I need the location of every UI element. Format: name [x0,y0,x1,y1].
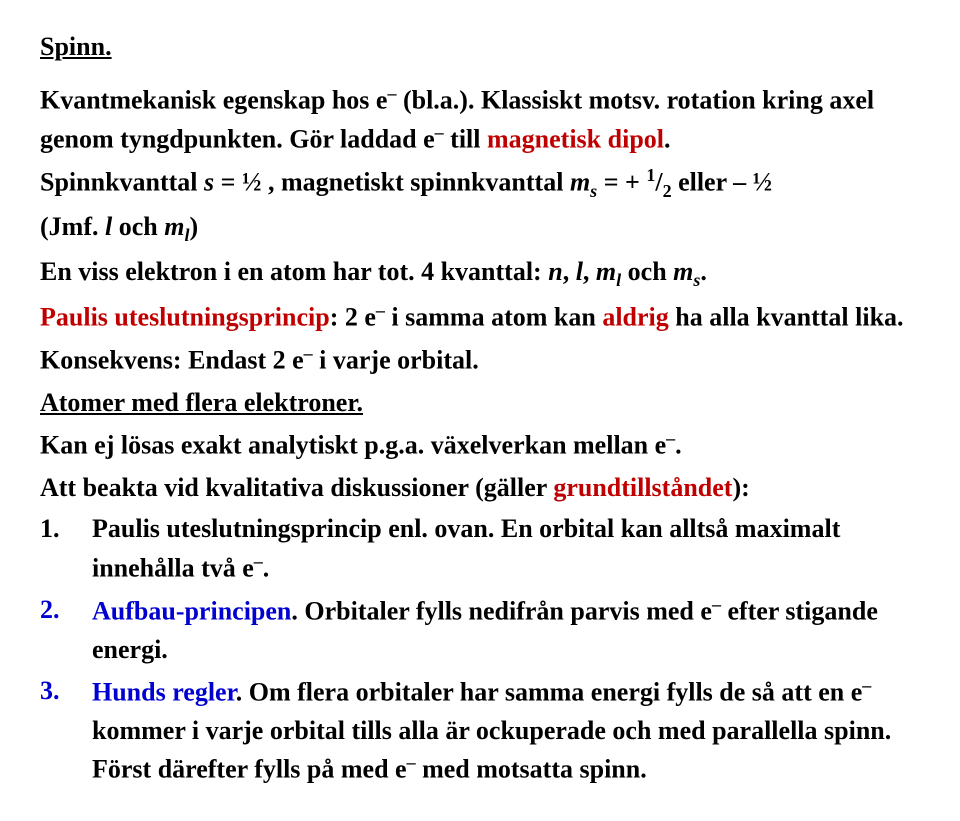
var-l: l [576,257,583,286]
paragraph-jmf: (Jmf. l och ml) [40,208,920,248]
superscript-minus: – [435,122,444,142]
numerator: 1 [646,165,655,185]
var-n: n [548,257,562,286]
text: = + [597,168,646,197]
term-pauli: Paulis uteslutningsprincip [40,303,330,332]
text: . [664,125,671,154]
paragraph-pauli: Paulis uteslutningsprincip: 2 e– i samma… [40,297,920,336]
var-m: m [570,168,590,197]
var-m: m [164,212,184,241]
paragraph-beakta: Att beakta vid kvalitativa diskussioner … [40,469,920,507]
text: eller – ½ [672,168,773,197]
paragraph-analytiskt: Kan ej lösas exakt analytiskt p.g.a. väx… [40,425,920,464]
text: Kan ej lösas exakt analytiskt p.g.a. väx… [40,431,666,460]
superscript-minus: – [712,594,721,614]
superscript-minus: – [304,343,313,363]
text: . Om flera orbitaler har samma energi fy… [236,678,863,707]
text: och [621,257,673,286]
superscript-minus: – [862,675,871,695]
text: ha alla kvanttal lika. [669,303,904,332]
term-aldrig: aldrig [602,303,668,332]
slash: / [655,168,662,197]
text: . [263,554,270,583]
superscript-minus: – [376,300,385,320]
list-number: 2. [40,591,92,668]
text: och [112,212,164,241]
text: i samma atom kan [385,303,602,332]
list-body: Aufbau-principen. Orbitaler fylls nedifr… [92,591,920,668]
list-item: 2. Aufbau-principen. Orbitaler fylls ned… [40,591,920,668]
text: . [675,431,682,460]
text: , [563,257,576,286]
text: En viss elektron i en atom har tot. 4 kv… [40,257,548,286]
text: : 2 e [330,303,376,332]
term-aufbau: Aufbau-principen [92,597,291,626]
text: . Orbitaler fylls nedifrån parvis med e [291,597,712,626]
text: med motsatta spinn. [416,755,647,784]
list-body: Paulis uteslutningsprincip enl. ovan. En… [92,510,920,587]
superscript-minus: – [407,752,416,772]
text: , [583,257,596,286]
paragraph-spinnkvanttal: Spinnkvanttal s = ½ , magnetiskt spinnkv… [40,162,920,204]
subsection-title: Atomer med flera elektroner. [40,384,920,422]
paragraph-konsekvens: Konsekvens: Endast 2 e– i varje orbital. [40,340,920,379]
text: till [444,125,487,154]
section-title: Spinn. [40,28,920,66]
text: Att beakta vid kvalitativa diskussioner … [40,473,553,502]
text: . [700,257,707,286]
text: ) [189,212,198,241]
text: Kvantmekanisk egenskap hos e [40,85,387,114]
paragraph-kvanttal: En viss elektron i en atom har tot. 4 kv… [40,253,920,293]
term-magnetisk-dipol: magnetisk dipol [487,125,664,154]
ordered-list: 1. Paulis uteslutningsprincip enl. ovan.… [40,510,920,788]
paragraph-intro: Kvantmekanisk egenskap hos e– (bl.a.). K… [40,80,920,159]
var-m: m [673,257,693,286]
text: = ½ , magnetiskt spinnkvanttal [214,168,570,197]
superscript-minus: – [254,551,263,571]
text: Paulis uteslutningsprincip enl. ovan. En… [92,514,840,582]
superscript-minus: – [666,428,675,448]
list-number: 1. [40,510,92,587]
text: i varje orbital. [313,346,479,375]
text: (Jmf. [40,212,105,241]
term-hunds: Hunds regler [92,678,236,707]
text: Konsekvens: Endast 2 e [40,346,304,375]
var-m: m [596,257,616,286]
denominator: 2 [663,181,672,201]
var-s: s [204,168,214,197]
list-item: 1. Paulis uteslutningsprincip enl. ovan.… [40,510,920,587]
text: ): [732,473,749,502]
text: Spinnkvanttal [40,168,204,197]
term-grundtillstandet: grundtillståndet [553,473,732,502]
